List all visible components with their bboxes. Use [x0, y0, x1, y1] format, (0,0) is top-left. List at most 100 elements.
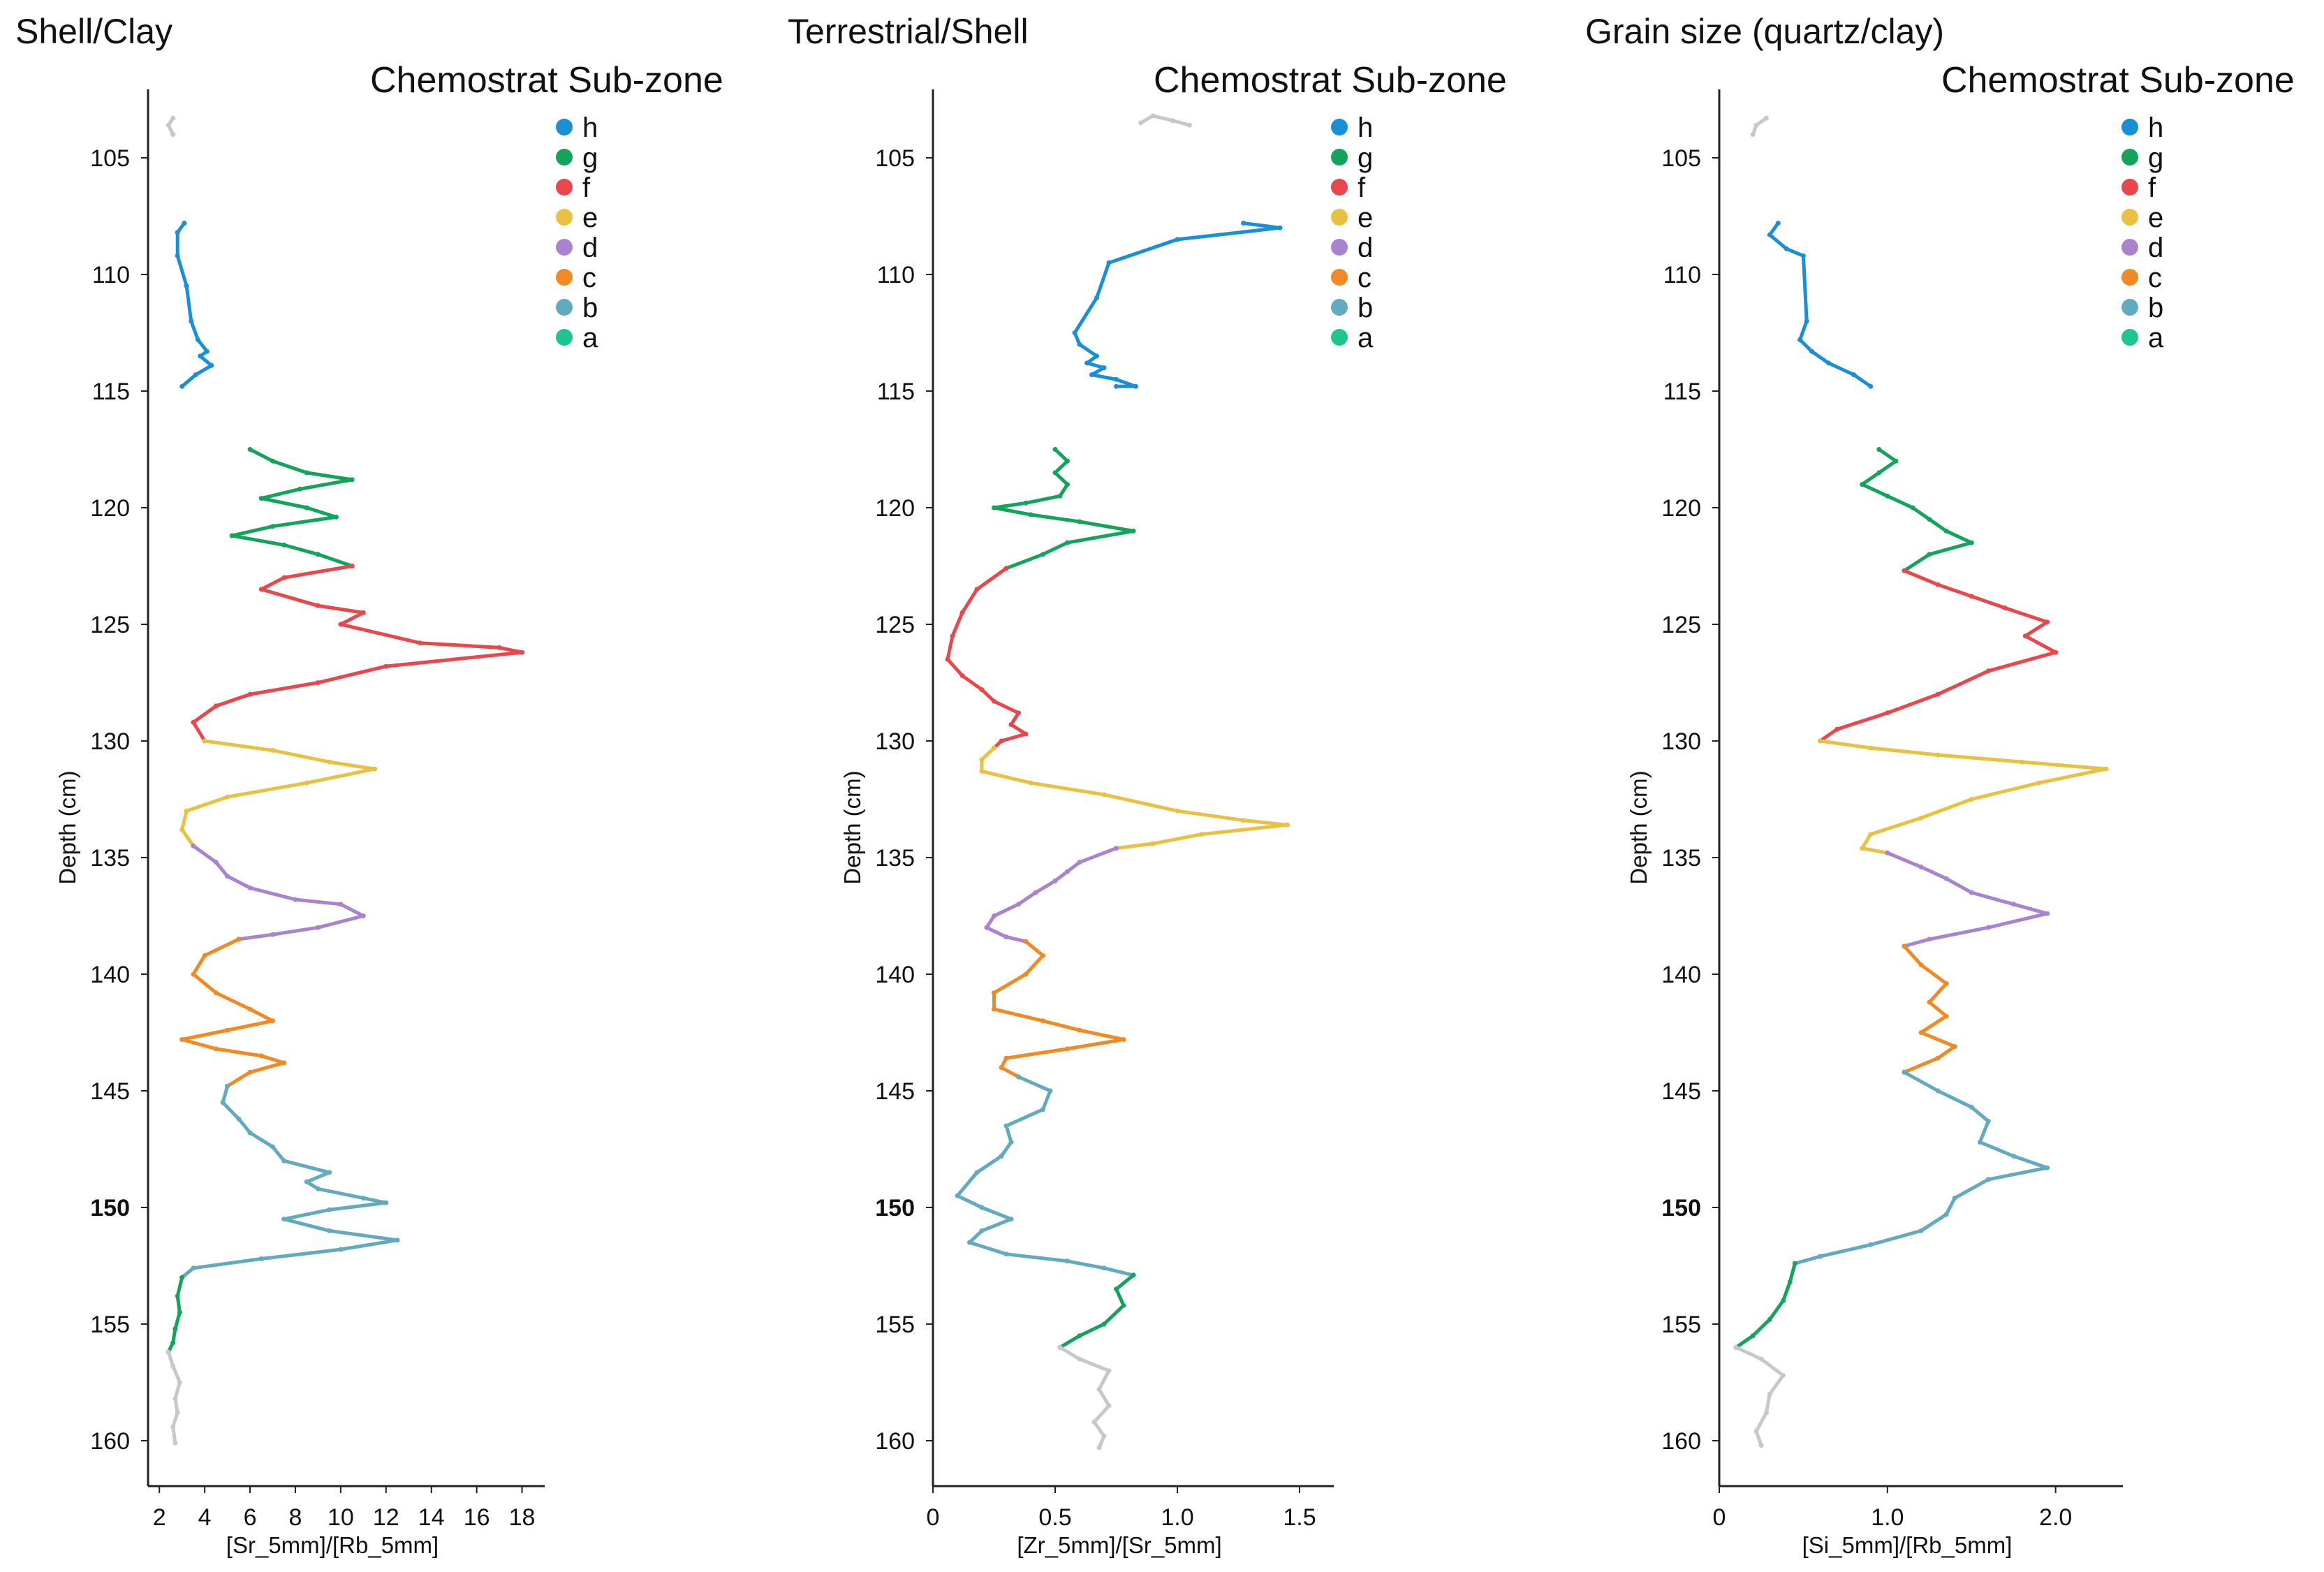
- data-point: [175, 1410, 180, 1416]
- data-point: [225, 874, 230, 879]
- data-point: [999, 738, 1004, 744]
- data-point: [1065, 869, 1070, 874]
- data-point: [236, 1116, 242, 1122]
- data-point: [1935, 582, 1941, 587]
- data-point: [315, 552, 321, 557]
- data-point: [992, 990, 996, 996]
- legend-label-h: h: [2148, 112, 2163, 143]
- data-point: [1114, 376, 1119, 382]
- data-point: [360, 913, 366, 918]
- data-point: [1199, 832, 1205, 837]
- data-point: [225, 1027, 230, 1033]
- chart-title: Grain size (quartz/clay): [1585, 12, 1944, 51]
- series-line-c: [992, 939, 1126, 1079]
- data-point: [1131, 528, 1136, 534]
- y-tick-label: 155: [1661, 1312, 1701, 1338]
- data-point: [1767, 1316, 1772, 1322]
- data-point: [304, 505, 309, 510]
- series-line-g-lower-: [1734, 1261, 1797, 1349]
- data-point: [179, 383, 185, 389]
- data-point: [1902, 1069, 1907, 1075]
- data-point: [1091, 1419, 1097, 1425]
- data-point: [193, 372, 198, 378]
- data-point: [1003, 934, 1009, 940]
- legend-swatch-g: [556, 149, 573, 166]
- data-point: [1114, 383, 1119, 389]
- data-point: [1008, 722, 1014, 728]
- data-point: [1175, 237, 1180, 242]
- series-line-c: [1902, 944, 1957, 1074]
- data-point: [1003, 1123, 1009, 1129]
- data-point: [1106, 1368, 1112, 1374]
- data-point: [1969, 797, 1974, 802]
- data-point: [999, 1065, 1004, 1071]
- data-point: [304, 1179, 309, 1184]
- legend-swatch-b: [1331, 299, 1348, 316]
- legend-label-d: d: [1358, 233, 1373, 263]
- data-point: [202, 738, 207, 744]
- y-tick-label: 150: [1661, 1195, 1701, 1221]
- legend-swatch-c: [2121, 269, 2138, 286]
- y-axis-label: Depth (cm): [839, 770, 865, 884]
- data-point: [992, 745, 996, 751]
- x-tick-label: 2: [153, 1504, 166, 1531]
- data-point: [992, 1006, 996, 1012]
- data-point: [1052, 470, 1058, 476]
- legend-swatch-d: [556, 239, 573, 256]
- legend-swatch-d: [2121, 239, 2138, 256]
- legend-label-e: e: [2148, 203, 2163, 233]
- series-line-e: [180, 739, 377, 848]
- data-point: [213, 990, 219, 996]
- y-tick-label: 130: [1661, 728, 1701, 755]
- legend-swatch-f: [556, 179, 573, 196]
- x-tick-label: 4: [198, 1504, 212, 1531]
- x-axis-label: [Sr_5mm]/[Rb_5mm]: [226, 1532, 439, 1558]
- legend-label-a: a: [1358, 323, 1374, 353]
- data-point: [1094, 295, 1099, 300]
- data-point: [315, 603, 321, 608]
- data-point: [2011, 1154, 2016, 1159]
- x-tick-label: 10: [328, 1504, 354, 1531]
- data-point: [1008, 1217, 1014, 1222]
- y-tick-label: 120: [90, 495, 130, 522]
- data-point: [1028, 512, 1034, 517]
- data-point: [1023, 500, 1029, 506]
- data-point: [1057, 1344, 1063, 1350]
- series-line-b: [180, 1084, 399, 1279]
- legend-label-f: f: [582, 172, 591, 203]
- data-point: [2045, 1165, 2050, 1170]
- data-point: [191, 843, 196, 849]
- data-point: [1876, 470, 1882, 476]
- data-point: [1065, 1258, 1070, 1264]
- series-line-g: [992, 448, 1135, 571]
- data-point: [172, 1440, 178, 1446]
- legend-swatch-f: [2121, 179, 2138, 196]
- data-point: [327, 1207, 332, 1212]
- data-point: [1121, 1037, 1126, 1042]
- data-point: [281, 575, 287, 580]
- data-point: [247, 447, 253, 452]
- data-point: [1927, 552, 1932, 557]
- data-point: [1918, 1228, 1924, 1233]
- data-point: [1114, 1286, 1119, 1292]
- data-point: [304, 780, 309, 786]
- data-point: [349, 564, 355, 568]
- y-tick-label: 155: [875, 1312, 915, 1338]
- y-tick-label: 115: [92, 379, 130, 405]
- legend-swatch-e: [2121, 209, 2138, 226]
- data-point: [270, 1018, 275, 1024]
- data-point: [1885, 710, 1890, 716]
- x-tick-label: 2.0: [2039, 1504, 2072, 1531]
- y-axis-label: Depth (cm): [54, 770, 80, 884]
- y-tick-label: 115: [877, 379, 915, 405]
- data-point: [1150, 113, 1156, 119]
- data-point: [1918, 962, 1924, 968]
- data-point: [1818, 1254, 1823, 1259]
- data-point: [1985, 925, 1991, 930]
- data-point: [1784, 246, 1789, 251]
- data-point: [1096, 1387, 1102, 1392]
- data-point: [1943, 876, 1949, 881]
- data-point: [179, 827, 185, 832]
- data-point: [360, 610, 366, 615]
- data-point: [1834, 726, 1840, 732]
